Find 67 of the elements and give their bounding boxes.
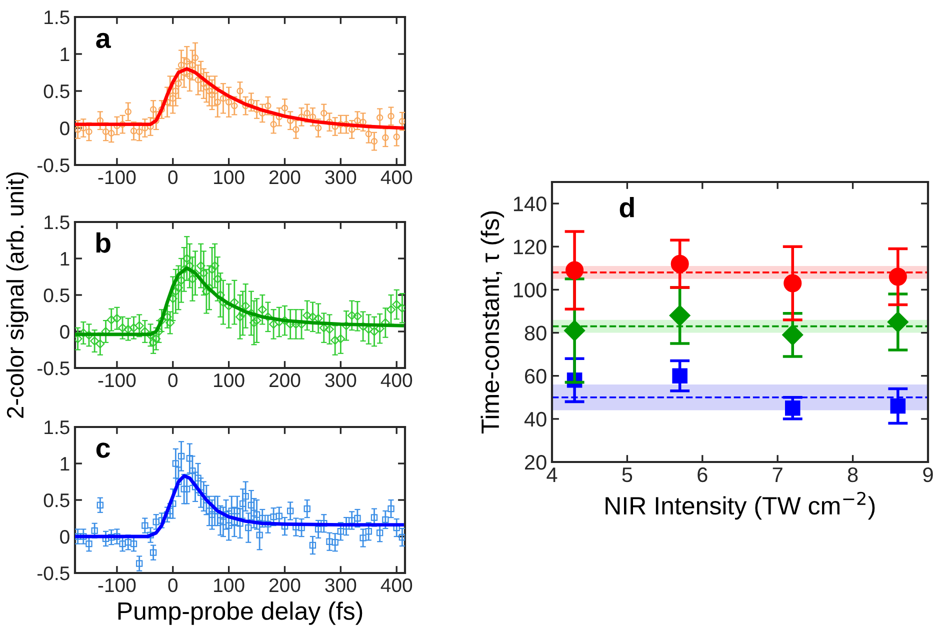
x-tick-label: 5 (622, 468, 632, 482)
x-tick-label: 0 (168, 373, 178, 388)
point (784, 274, 802, 292)
x-tick-label: -100 (98, 170, 136, 184)
x-tick-label: 300 (325, 170, 356, 184)
y-tick-label: 1 (60, 457, 70, 471)
y-tick-label: 0 (60, 121, 70, 136)
y-tick-label: -0.5 (38, 566, 70, 580)
point (888, 268, 907, 286)
y-tick-label: 100 (514, 282, 546, 298)
x-tick-label: 0 (168, 578, 178, 592)
y-tick-label: 40 (524, 412, 546, 427)
y-tick-label: 0.5 (44, 288, 70, 302)
point (887, 311, 908, 333)
x-tick-label: 200 (270, 578, 300, 592)
x-axis-title: Pump-probe delay (fs) (118, 602, 362, 625)
annotation: d (620, 197, 634, 218)
y-tick-label: -0.5 (38, 361, 70, 376)
annotation: b (96, 232, 110, 253)
y-tick-label: 0 (60, 530, 70, 544)
x-tick-label: 100 (214, 170, 244, 184)
x-tick-label: 9 (923, 467, 933, 482)
y-tick-label: 0.5 (44, 84, 70, 98)
y-tick-label: 80 (524, 326, 546, 341)
x-tick-label: 200 (270, 373, 300, 388)
x-tick-label: 7 (772, 468, 782, 482)
x-tick-label: -100 (98, 578, 136, 592)
y-tick-label: -0.5 (38, 158, 70, 172)
y-tick-label: 120 (514, 240, 546, 254)
y-axis-title: 2-color signal (arb. unit) (6, 172, 28, 418)
point (890, 398, 906, 414)
x-axis-title: NIR Intensity (TW cm$^{−2}$) (606, 492, 875, 520)
annotation: c (96, 442, 110, 458)
x-tick-label: 4 (546, 468, 558, 482)
x-tick-label: 200 (270, 170, 300, 184)
y-tick-label: 60 (525, 368, 546, 384)
x-tick-label: 400 (380, 373, 412, 388)
y-tick-label: 1 (60, 252, 70, 266)
x-tick-label: 400 (380, 578, 412, 592)
x-tick-label: 400 (380, 170, 412, 184)
point (672, 368, 688, 384)
line-series (75, 474, 404, 538)
annotation: a (96, 32, 111, 48)
y-tick-label: 1 (60, 48, 70, 62)
x-tick-label: 8 (848, 467, 858, 482)
point (566, 261, 584, 280)
line-series (75, 67, 404, 130)
y-tick-label: 1.5 (44, 216, 70, 230)
y-tick-label: 0.5 (44, 493, 70, 508)
y-tick-label: 1.5 (44, 420, 70, 434)
point (564, 320, 586, 342)
y-tick-label: 0 (60, 324, 70, 339)
x-tick-label: 0 (168, 170, 178, 184)
y-axis-title: Time-constant, τ (fs) (480, 211, 504, 434)
point (669, 305, 690, 326)
x-tick-label: 100 (214, 373, 244, 388)
point (785, 400, 800, 416)
point (782, 324, 804, 346)
y-tick-label: 20 (525, 455, 546, 470)
y-tick-label: 140 (514, 196, 546, 212)
point (670, 254, 689, 273)
x-tick-label: 300 (325, 578, 356, 592)
x-tick-label: -100 (98, 373, 136, 388)
x-tick-label: 300 (325, 373, 356, 388)
y-tick-label: 1.5 (44, 10, 70, 24)
x-tick-label: 6 (698, 467, 708, 482)
x-tick-label: 100 (214, 578, 244, 592)
